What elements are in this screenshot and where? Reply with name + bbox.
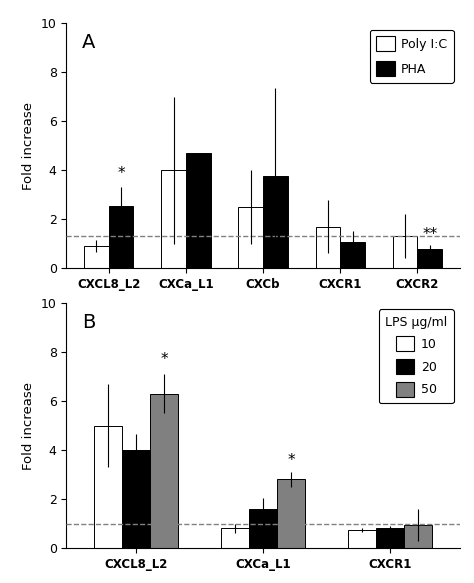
Bar	[94, 426, 122, 548]
Bar	[340, 243, 365, 268]
Bar	[277, 479, 305, 548]
Text: **: **	[422, 227, 438, 242]
Bar	[316, 227, 340, 268]
Text: A: A	[82, 33, 95, 52]
Bar	[249, 509, 277, 548]
Bar	[150, 394, 178, 548]
Legend: 10, 20, 50: 10, 20, 50	[379, 310, 454, 403]
Bar	[84, 246, 109, 268]
Bar	[221, 528, 249, 548]
Bar	[392, 236, 417, 268]
Bar	[404, 525, 432, 548]
Y-axis label: Fold increase: Fold increase	[22, 382, 35, 469]
Bar	[161, 170, 186, 268]
Text: *: *	[118, 166, 125, 181]
Bar	[109, 206, 134, 268]
Bar	[186, 153, 210, 268]
Bar	[122, 450, 150, 548]
Bar	[238, 207, 263, 268]
Text: B: B	[82, 313, 95, 332]
Text: *: *	[287, 454, 295, 469]
Bar	[417, 248, 442, 268]
Y-axis label: Fold increase: Fold increase	[22, 102, 35, 189]
Bar	[376, 528, 404, 548]
Legend: Poly I:C, PHA: Poly I:C, PHA	[370, 30, 454, 83]
Bar	[263, 176, 288, 268]
Bar	[348, 529, 376, 548]
Text: *: *	[160, 352, 168, 367]
